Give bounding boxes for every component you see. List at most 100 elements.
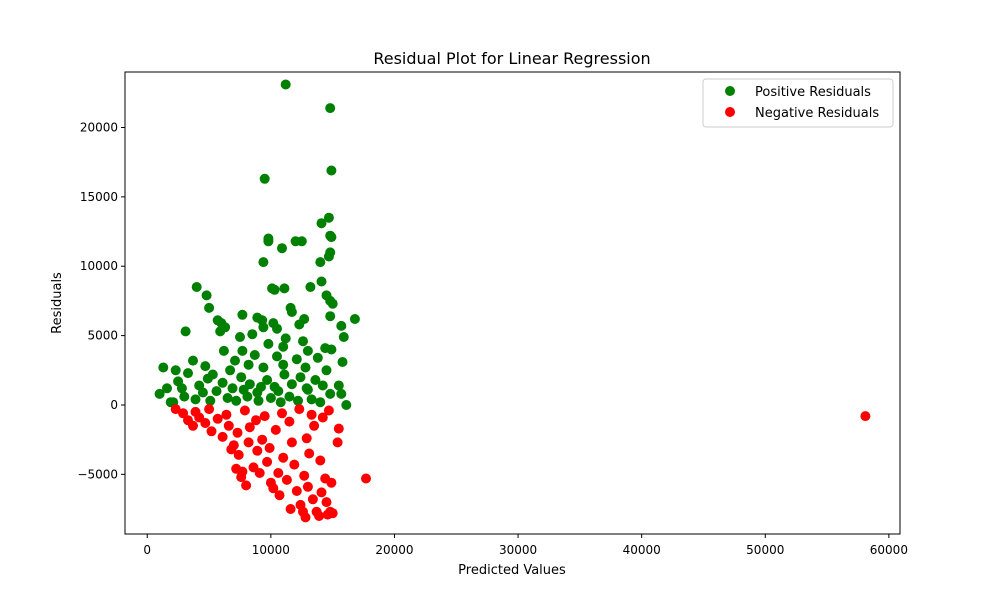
positive-residual-point <box>275 397 286 408</box>
y-axis: −5000 0 5000 10000 15000 20000 <box>77 120 125 481</box>
x-tick-label: 0 <box>143 543 151 557</box>
positive-residual-point <box>158 362 169 373</box>
negative-residual-point <box>332 437 343 448</box>
positive-residual-point <box>333 380 344 391</box>
negative-residual-point <box>284 416 295 427</box>
negative-residual-point <box>326 477 337 488</box>
positive-residual-point <box>263 236 274 247</box>
negative-residual-point <box>306 409 317 420</box>
positive-residual-point <box>336 320 347 331</box>
negative-residual-point <box>327 508 338 519</box>
negative-residual-point <box>259 411 270 422</box>
positive-residual-point <box>225 365 236 376</box>
negative-residual-point <box>317 412 328 423</box>
negative-residual-point <box>244 422 255 433</box>
positive-residual-point <box>218 345 229 356</box>
positive-residual-point <box>325 103 336 114</box>
negative-residual-point <box>278 452 289 463</box>
positive-residual-point <box>215 326 226 337</box>
negative-residual-point <box>188 420 198 431</box>
negative-residual-point <box>314 511 325 521</box>
positive-residual-point <box>284 391 295 402</box>
positive-residual-point <box>176 383 187 394</box>
positive-residual-point <box>325 311 336 322</box>
positive-residual-point <box>235 332 245 342</box>
positive-residual-point <box>202 373 213 384</box>
negative-residual-point <box>212 413 223 424</box>
negative-residual-point <box>294 404 305 415</box>
positive-residual-point <box>279 283 290 294</box>
negative-residual-point <box>361 473 371 484</box>
positive-residual-point <box>258 362 269 373</box>
negative-residual-point <box>200 418 211 428</box>
positive-residual-point <box>253 395 264 406</box>
negative-residual-point <box>178 408 189 419</box>
positive-residual-point <box>259 173 270 184</box>
positive-residual-point <box>258 257 269 268</box>
negative-residual-point <box>304 448 315 459</box>
legend-label-positive: Positive Residuals <box>755 85 871 100</box>
positive-residual-point <box>293 395 303 406</box>
positive-residual-point <box>191 282 202 292</box>
positive-residual-point <box>349 314 360 324</box>
negative-residual-point <box>254 468 265 478</box>
negative-residual-point <box>257 434 268 445</box>
negative-residual-point <box>243 437 254 448</box>
negative-residual-point <box>252 445 263 456</box>
positive-residual-point <box>294 319 305 330</box>
negative-residual-point <box>301 433 312 444</box>
negative-residual-point <box>217 431 228 442</box>
positive-residual-point <box>237 309 248 320</box>
positive-residual-point <box>236 372 247 383</box>
negative-residual-point <box>286 437 297 448</box>
negative-residual-point <box>315 455 326 466</box>
positive-residual-point <box>154 388 165 399</box>
negative-residual-point <box>236 472 247 483</box>
positive-residual-point <box>204 302 215 313</box>
positive-residual-point <box>272 351 282 362</box>
positive-residual-point <box>247 329 258 340</box>
positive-residual-point <box>180 326 191 337</box>
positive-residual-point <box>280 333 291 344</box>
negative-residual-point <box>264 443 275 453</box>
positive-residual-point <box>327 298 338 309</box>
negative-residual-point <box>281 474 292 485</box>
negative-residual-point <box>274 490 285 501</box>
x-tick-label: 60000 <box>870 543 908 557</box>
negative-residual-point <box>221 409 232 420</box>
negative-residual-point <box>299 470 310 481</box>
negative-residual-point <box>206 426 217 437</box>
negative-residual-point <box>289 459 300 470</box>
chart-title: Residual Plot for Linear Regression <box>373 49 650 68</box>
positive-residual-point <box>323 212 334 223</box>
positive-residual-point <box>183 368 193 379</box>
negative-residual-point <box>316 487 327 498</box>
positive-residual-point <box>258 322 269 333</box>
negative-residual-point <box>270 424 281 435</box>
positive-residual-point <box>190 394 201 405</box>
positive-residual-point <box>238 384 249 395</box>
positive-residual-point <box>273 386 284 397</box>
positive-residual-point <box>231 395 242 406</box>
positive-residual-point <box>316 218 327 229</box>
positive-residual-point <box>317 380 328 391</box>
positive-residual-point <box>337 357 348 367</box>
positive-residual-point <box>326 344 337 355</box>
positive-residual-point <box>302 345 313 356</box>
positive-residual-point <box>341 400 352 410</box>
positive-residual-point <box>295 372 306 383</box>
negative-residual-point <box>291 486 302 496</box>
positive-residual-point <box>298 336 308 347</box>
x-axis: 0 10000 20000 30000 40000 50000 60000 <box>143 534 908 557</box>
x-tick-label: 10000 <box>252 543 290 557</box>
positive-residual-point <box>321 365 332 376</box>
positive-residual-point <box>188 355 198 366</box>
positive-residual-point <box>265 393 276 403</box>
positive-residual-point <box>263 338 274 349</box>
positive-residual-point <box>256 381 266 392</box>
positive-residual-point <box>227 383 238 394</box>
negative-residual-point <box>262 456 273 467</box>
positive-residual-point <box>312 352 323 363</box>
positive-residual-point <box>315 257 326 268</box>
